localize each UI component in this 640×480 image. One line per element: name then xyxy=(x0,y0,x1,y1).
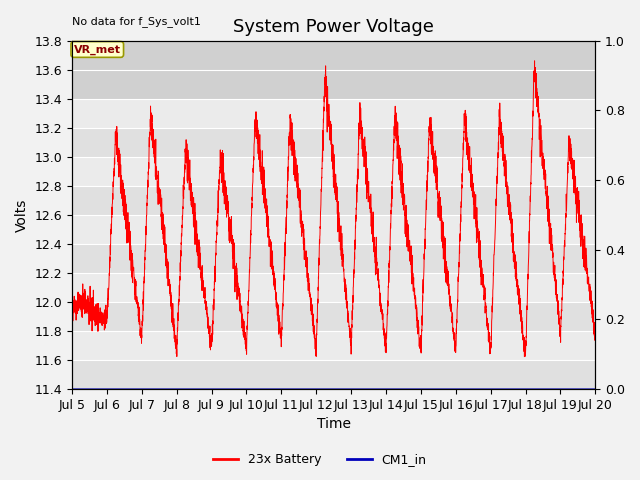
Bar xyxy=(72,215,595,244)
Bar xyxy=(72,360,595,389)
Bar xyxy=(72,157,595,186)
Y-axis label: Volts: Volts xyxy=(15,198,29,231)
X-axis label: Time: Time xyxy=(317,418,351,432)
Bar xyxy=(72,244,595,273)
Bar xyxy=(72,331,595,360)
Text: VR_met: VR_met xyxy=(74,44,121,55)
Bar xyxy=(72,128,595,157)
Bar xyxy=(72,302,595,331)
Legend: 23x Battery, CM1_in: 23x Battery, CM1_in xyxy=(208,448,432,471)
Bar xyxy=(72,41,595,99)
Bar xyxy=(72,273,595,302)
Title: System Power Voltage: System Power Voltage xyxy=(233,18,434,36)
Bar xyxy=(72,186,595,215)
Bar xyxy=(72,99,595,128)
Text: No data for f_Sys_volt1: No data for f_Sys_volt1 xyxy=(72,16,201,27)
